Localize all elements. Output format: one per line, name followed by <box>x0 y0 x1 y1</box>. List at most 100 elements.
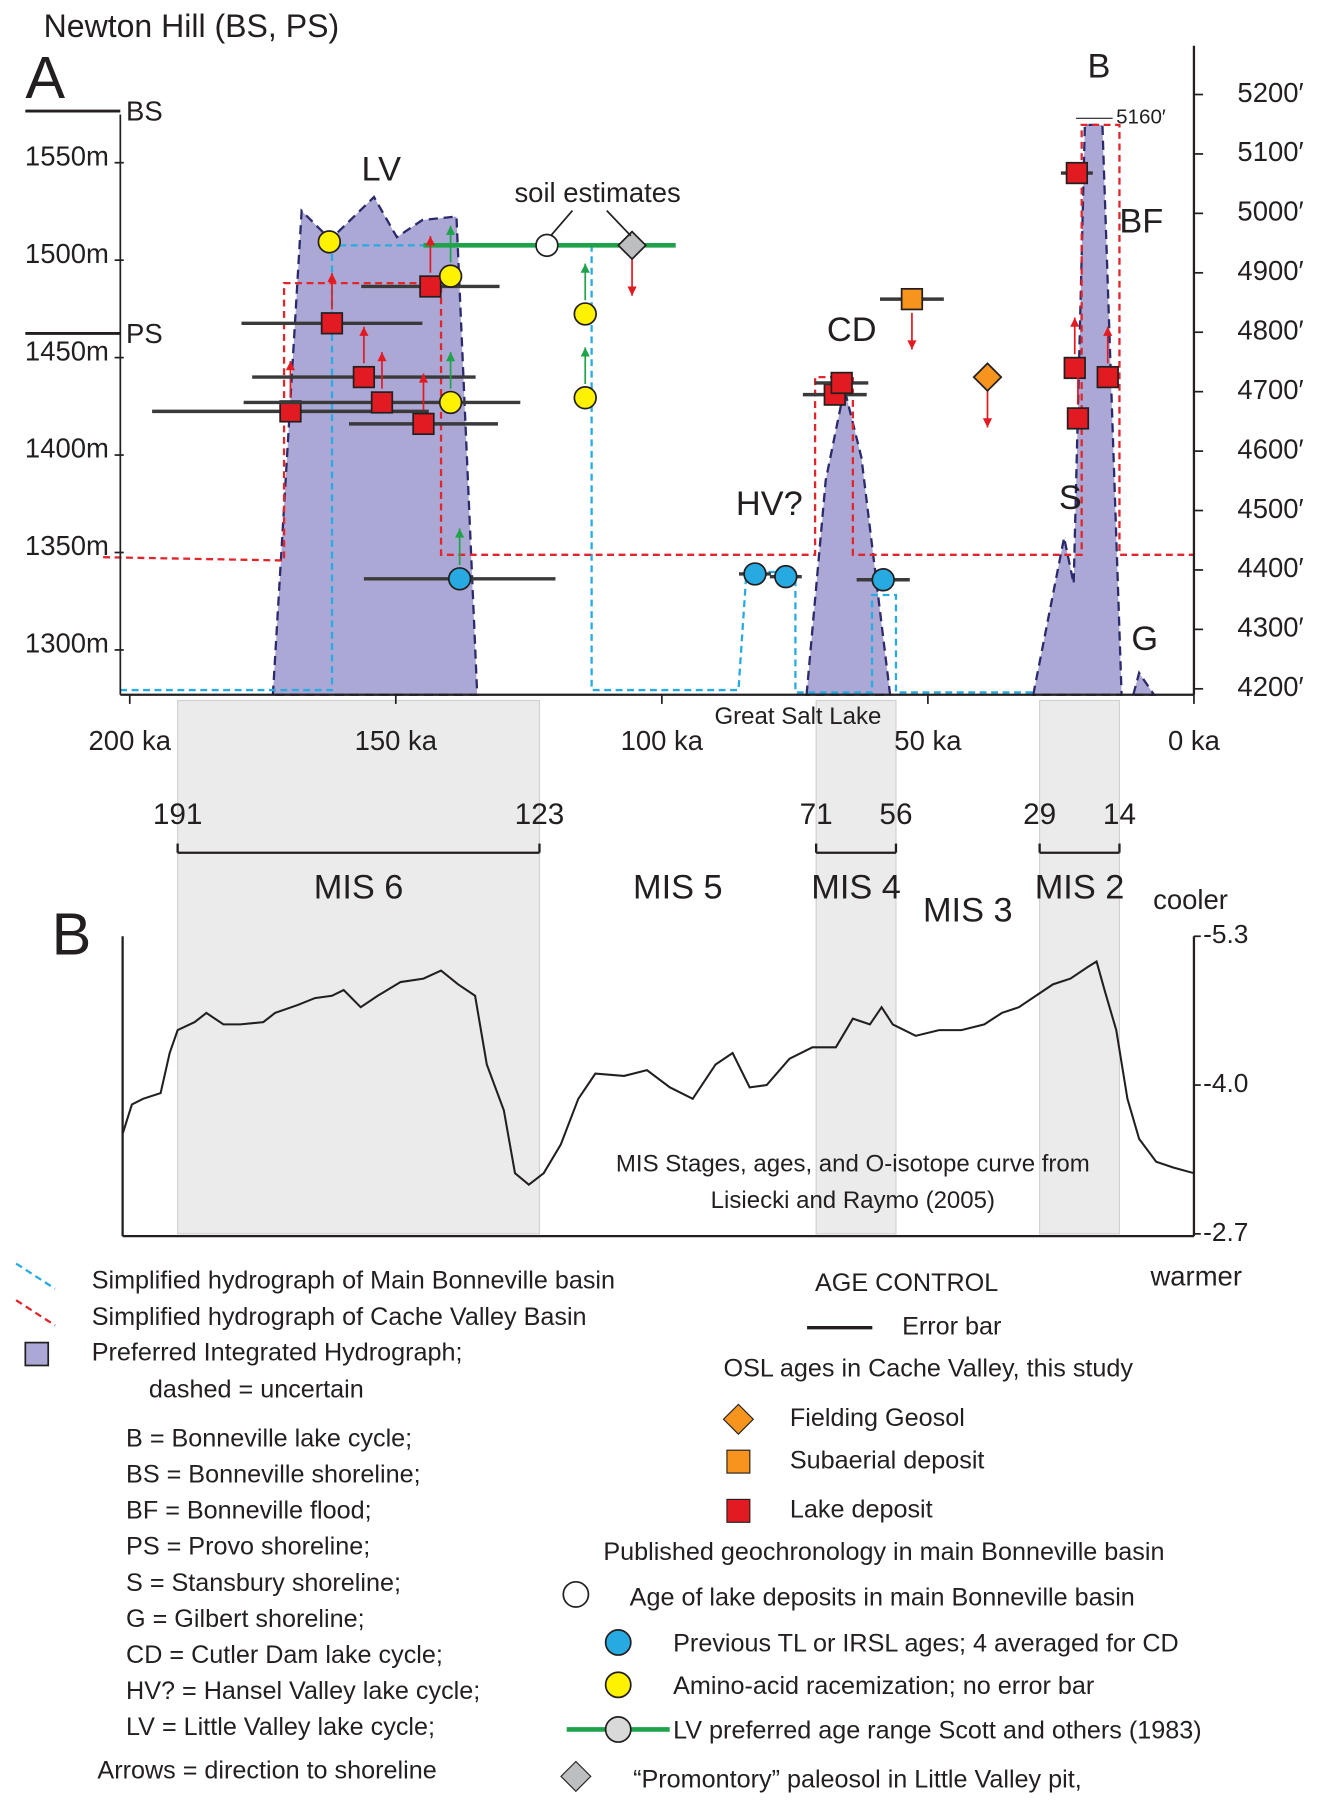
legend: AGE CONTROL Error bar OSL ages in Cache … <box>560 1269 1202 1794</box>
stage-age: 71 <box>800 798 833 831</box>
point <box>1065 161 1089 185</box>
isotope-curve <box>121 959 1195 1186</box>
stage-age: 56 <box>879 798 912 831</box>
legend-label: LV preferred age range Scott and others … <box>673 1716 1201 1744</box>
x-tick-label: 50 ka <box>894 725 962 756</box>
arrow-head <box>1103 326 1113 336</box>
y-tick-label: 1350m <box>25 530 109 561</box>
stage-age: 14 <box>1103 798 1136 831</box>
legend-swatch <box>604 1716 632 1743</box>
y2-tick-label: 4500′ <box>1237 493 1303 524</box>
legend-label: Fielding Geosol <box>790 1404 965 1432</box>
point <box>438 390 463 415</box>
y2-tick-label: 4300′ <box>1237 612 1303 643</box>
annotation: Great Salt Lake <box>714 703 881 730</box>
point <box>1066 407 1090 430</box>
y-tick-label: 1550m <box>25 140 109 171</box>
point <box>617 230 648 261</box>
shoreline-label: BS <box>126 96 163 127</box>
legend-label: “Promontory” paleosol in Little Valley p… <box>633 1766 1082 1794</box>
panel-label: B <box>52 900 92 967</box>
stage-bands <box>177 699 1121 1235</box>
abbreviation: CD = Cutler Dam lake cycle; <box>126 1641 443 1669</box>
abbreviation: B = Bonneville lake cycle; <box>126 1425 412 1453</box>
legend-swatch <box>604 1671 632 1699</box>
abbreviation: PS = Provo shoreline; <box>126 1533 370 1561</box>
abbreviation: LV = Little Valley lake cycle; <box>126 1713 435 1741</box>
arrow-head <box>285 361 296 371</box>
y-tick-label: -5.3 <box>1203 919 1248 949</box>
legend-swatch <box>24 1341 50 1367</box>
y-tick-label: 1300m <box>25 628 109 659</box>
abbreviation: BS = Bonneville shoreline; <box>126 1461 421 1489</box>
legend-swatch <box>726 1498 751 1523</box>
point <box>830 371 853 395</box>
legend-label: Subaerial deposit <box>790 1446 985 1474</box>
point <box>370 391 394 414</box>
stage-age: 29 <box>1023 798 1056 831</box>
shoreline-label: PS <box>126 318 163 349</box>
point <box>447 567 472 591</box>
y2-tick-label: 4400′ <box>1237 552 1303 583</box>
legend-swatch <box>562 1580 590 1608</box>
legend-label: Arrows = direction to shoreline <box>97 1756 436 1784</box>
arrow-head <box>446 225 456 235</box>
abbreviation: S = Stansbury shoreline; <box>126 1569 401 1597</box>
arrow-head <box>982 418 993 428</box>
point <box>438 264 463 288</box>
point <box>900 287 924 311</box>
y-tick-label: -4.0 <box>1203 1068 1248 1098</box>
y-tick-label: 1500m <box>25 238 109 269</box>
title: Newton Hill (BS, PS) <box>44 8 339 44</box>
legend-swatch <box>560 1760 592 1793</box>
x-tick-label: 0 ka <box>1168 725 1221 756</box>
annotation: B <box>1087 48 1110 86</box>
y-tick-label: 1400m <box>25 433 109 464</box>
stage-band <box>1039 699 1121 1235</box>
legend-label: Preferred Integrated Hydrograph; <box>92 1339 463 1367</box>
y-tick-label: 1450m <box>25 335 109 366</box>
x-tick-label: 100 ka <box>621 725 704 756</box>
stage-name: MIS 3 <box>923 891 1013 929</box>
annotation: soil estimates <box>514 177 680 208</box>
arrow-head <box>418 373 429 383</box>
point <box>535 233 559 258</box>
stage-age: 123 <box>515 798 565 831</box>
point <box>419 275 442 298</box>
arrow-head <box>425 236 435 246</box>
arrow-head <box>455 528 465 538</box>
stage-name: MIS 4 <box>811 868 901 906</box>
note: Lisiecki and Raymo (2005) <box>711 1187 995 1214</box>
point <box>743 562 767 586</box>
legend-swatch <box>604 1629 632 1656</box>
stage-age: 191 <box>153 798 203 831</box>
legend-label: Lake deposit <box>790 1495 933 1523</box>
y2-tick-label: 5200′ <box>1237 77 1303 108</box>
panel-label: A <box>25 44 65 111</box>
legend-label: Age of lake deposits in main Bonneville … <box>630 1584 1135 1612</box>
point <box>317 230 342 254</box>
arrow-head <box>359 326 369 336</box>
point <box>412 412 435 436</box>
point <box>972 362 1003 393</box>
legend-header: Published geochronology in main Bonnevil… <box>603 1538 1164 1566</box>
annotation: CD <box>827 311 877 349</box>
annotation: S <box>1059 479 1082 517</box>
point <box>871 568 895 592</box>
y2-tick-label: 4600′ <box>1237 433 1303 464</box>
arrow-head <box>627 286 637 296</box>
arrow-head <box>446 352 456 362</box>
abbreviation: G = Gilbert shoreline; <box>126 1605 365 1633</box>
arrow-head <box>907 340 917 350</box>
y2-tick-label: 4800′ <box>1237 314 1303 345</box>
point <box>1096 365 1119 389</box>
stage-name: MIS 2 <box>1035 868 1125 906</box>
annotation: BF <box>1119 202 1163 240</box>
annotation: warmer <box>1149 1261 1242 1292</box>
point <box>352 365 376 389</box>
leader-line <box>606 210 632 237</box>
y2-tick-label: 5000′ <box>1237 196 1303 227</box>
x-tick-label: 200 ka <box>89 725 172 756</box>
